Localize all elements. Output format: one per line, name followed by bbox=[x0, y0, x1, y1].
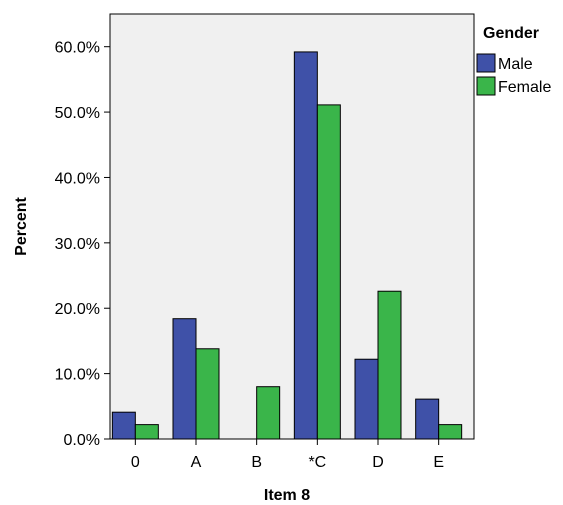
x-tick-label: A bbox=[191, 454, 202, 471]
bar-female-5 bbox=[438, 424, 463, 440]
x-tick-label: D bbox=[372, 454, 384, 471]
bar-male-0 bbox=[111, 411, 136, 440]
y-axis: 0.0% 10.0% 20.0% 30.0% 40.0% 50.0% 60.0% bbox=[55, 40, 110, 449]
bar-female-3 bbox=[316, 104, 341, 440]
plot-area bbox=[109, 13, 475, 440]
bar-female-1 bbox=[195, 348, 220, 440]
y-tick-label: 20.0% bbox=[55, 301, 100, 318]
legend: Gender Male Female bbox=[476, 25, 551, 96]
bar-female-4 bbox=[377, 290, 402, 440]
bar-male-4 bbox=[354, 358, 379, 440]
x-tick-label: E bbox=[433, 454, 444, 471]
bar-male-5 bbox=[415, 398, 440, 440]
x-axis: 0 A B *C D E bbox=[131, 439, 444, 471]
legend-label-female: Female bbox=[498, 79, 551, 96]
y-tick-label: 10.0% bbox=[55, 367, 100, 384]
legend-label-male: Male bbox=[498, 56, 533, 73]
bar-female-2 bbox=[256, 386, 281, 440]
legend-swatch-female bbox=[476, 76, 496, 96]
x-tick-label: 0 bbox=[131, 454, 140, 471]
bar-male-3 bbox=[293, 51, 318, 440]
bar-male-1 bbox=[172, 318, 197, 440]
legend-swatch-male bbox=[476, 53, 496, 73]
x-axis-title: Item 8 bbox=[264, 487, 310, 504]
y-tick-label: 30.0% bbox=[55, 236, 100, 253]
y-axis-title: Percent bbox=[13, 196, 30, 255]
y-tick-label: 40.0% bbox=[55, 170, 100, 187]
y-tick-label: 50.0% bbox=[55, 105, 100, 122]
y-tick-label: 60.0% bbox=[55, 40, 100, 57]
y-tick-label: 0.0% bbox=[64, 432, 100, 449]
legend-title: Gender bbox=[483, 25, 539, 42]
bar-female-0 bbox=[134, 424, 159, 440]
bars bbox=[111, 51, 463, 440]
x-tick-label: B bbox=[251, 454, 262, 471]
x-tick-label: *C bbox=[308, 454, 326, 471]
